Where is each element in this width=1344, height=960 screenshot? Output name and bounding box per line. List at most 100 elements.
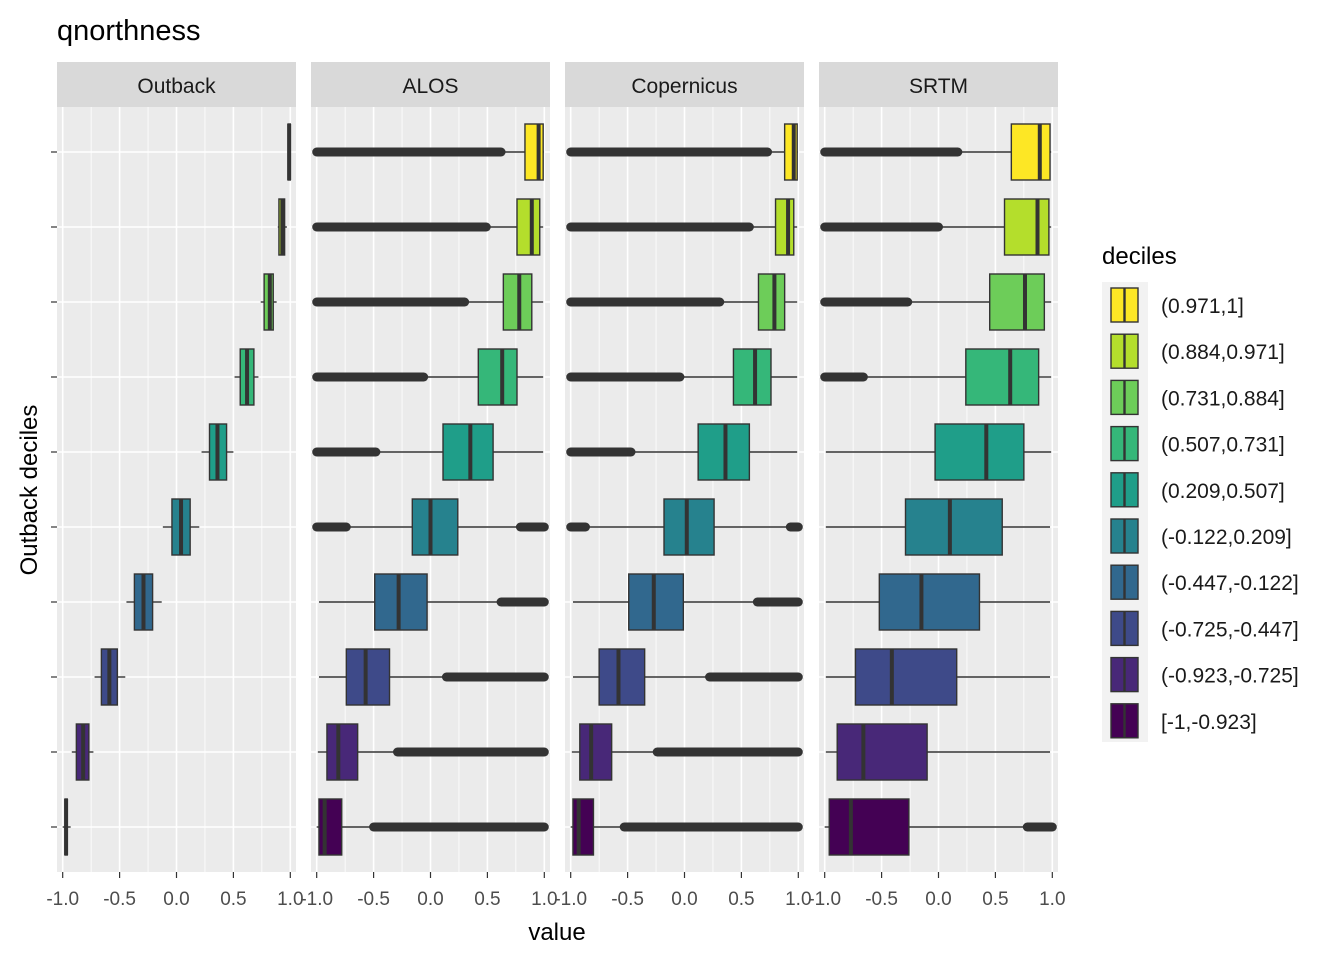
facet-panels: Outback -1.0 -0.5 0.0 0.5 1.0 ALOS -1.0 -0.5 0.0 0… (46, 62, 1066, 910)
chart-title: qnorthness (57, 15, 201, 47)
box-srtm-decile-6 (825, 423, 1052, 481)
box-copernicus-decile-10 (566, 123, 798, 181)
box-body (411, 498, 459, 556)
box-body (757, 273, 786, 331)
box-alos-decile-8 (312, 273, 544, 331)
x-tick-label: 1.0 (277, 889, 303, 910)
box-alos-decile-3 (318, 648, 549, 706)
box-body (579, 723, 613, 781)
legend-entry: (-0.122,0.209] (1110, 518, 1292, 554)
box-copernicus-decile-3 (572, 648, 803, 706)
x-tick-label: -1.0 (300, 889, 333, 910)
box-outback-decile-10 (287, 123, 292, 181)
legend-entry: (-0.447,-0.122] (1110, 564, 1299, 600)
facet-panel-alos: ALOS -1.0 -0.5 0.0 0.5 1.0 (300, 62, 558, 910)
box-copernicus-decile-9 (566, 198, 798, 256)
box-srtm-decile-10 (820, 123, 1052, 181)
facet-strip-label: Outback (137, 75, 216, 98)
box-outback-decile-9 (277, 198, 287, 256)
legend-label: (-0.447,-0.122] (1161, 572, 1299, 595)
box-body (774, 198, 795, 256)
box-body (345, 648, 391, 706)
box-srtm-decile-8 (820, 273, 1052, 331)
box-body (572, 798, 595, 856)
x-tick-label: 0.5 (982, 889, 1008, 910)
box-body (878, 573, 981, 631)
legend-entry: (0.731,0.884] (1110, 379, 1285, 416)
box-outback-decile-8 (260, 273, 277, 331)
box-srtm-decile-5 (825, 498, 1051, 556)
box-copernicus-decile-7 (566, 348, 798, 406)
box-alos-decile-9 (312, 198, 544, 256)
x-axis-label: value (528, 919, 585, 946)
box-body (326, 723, 359, 781)
facet-strip-label: Copernicus (631, 75, 737, 98)
x-tick-label: 1.0 (531, 889, 557, 910)
facet-strip (819, 62, 1058, 107)
x-tick-label: 1.0 (1039, 889, 1065, 910)
facet-panel-copernicus: Copernicus -1.0 -0.5 0.0 0.5 1.0 (554, 62, 812, 910)
box-body (516, 198, 541, 256)
x-tick-label: 0.5 (220, 889, 246, 910)
box-alos-decile-5 (312, 498, 549, 556)
legend-label: (0.731,0.884] (1161, 387, 1285, 410)
facet-strip (565, 62, 804, 107)
legend-title: deciles (1102, 243, 1177, 270)
x-tick-label: -1.0 (554, 889, 587, 910)
box-copernicus-decile-5 (566, 498, 803, 556)
box-outback-decile-5 (162, 498, 200, 556)
box-outback-decile-7 (234, 348, 259, 406)
box-body (904, 498, 1003, 556)
box-alos-decile-7 (312, 348, 544, 406)
box-body (477, 348, 518, 406)
facet-strip-label: ALOS (402, 75, 458, 98)
legend-label: (-0.923,-0.725] (1161, 665, 1299, 688)
x-tick-label: -0.5 (103, 889, 136, 910)
facet-strip-label: SRTM (909, 75, 968, 98)
box-srtm-decile-9 (820, 198, 1052, 256)
box-copernicus-decile-4 (572, 573, 803, 631)
box-body (1003, 198, 1050, 256)
facet-strip (57, 62, 296, 107)
x-tick-label: -0.5 (611, 889, 644, 910)
box-body (374, 573, 428, 631)
x-tick-label: -1.0 (46, 889, 79, 910)
box-body (828, 798, 910, 856)
box-body (663, 498, 715, 556)
box-copernicus-decile-1 (570, 798, 803, 856)
x-tick-label: 0.0 (163, 889, 189, 910)
box-body (989, 273, 1046, 331)
box-alos-decile-4 (318, 573, 549, 631)
box-outback-decile-3 (94, 648, 126, 706)
box-copernicus-decile-6 (566, 423, 798, 481)
legend-entry: (-0.725,-0.447] (1110, 610, 1299, 647)
box-srtm-decile-1 (824, 798, 1057, 856)
box-alos-decile-1 (316, 798, 549, 856)
box-srtm-decile-3 (825, 648, 1051, 706)
box-body (836, 723, 928, 781)
x-tick-label: 0.0 (417, 889, 443, 910)
box-body (628, 573, 685, 631)
box-body (598, 648, 646, 706)
box-body (854, 648, 958, 706)
box-body (318, 798, 343, 856)
x-tick-label: 0.5 (474, 889, 500, 910)
box-outback-decile-4 (126, 573, 162, 631)
box-copernicus-decile-8 (566, 273, 798, 331)
box-srtm-decile-2 (825, 723, 1051, 781)
box-body (732, 348, 772, 406)
legend-label: (0.971,1] (1161, 295, 1244, 318)
x-tick-label: 0.5 (728, 889, 754, 910)
legend-label: (-0.725,-0.447] (1161, 618, 1299, 641)
box-srtm-decile-4 (825, 573, 1051, 631)
legend-label: (0.884,0.971] (1161, 341, 1285, 364)
box-outback-decile-6 (201, 423, 234, 481)
legend-entry: (-0.923,-0.725] (1110, 656, 1299, 693)
facet-panel-srtm: SRTM -1.0 -0.5 0.0 0.5 1.0 (808, 62, 1066, 910)
legend-entry: [-1,-0.923] (1110, 703, 1257, 739)
box-alos-decile-2 (317, 723, 549, 781)
box-body (965, 348, 1040, 406)
x-tick-label: 0.0 (671, 889, 697, 910)
y-axis-label: Outback deciles (16, 405, 43, 576)
